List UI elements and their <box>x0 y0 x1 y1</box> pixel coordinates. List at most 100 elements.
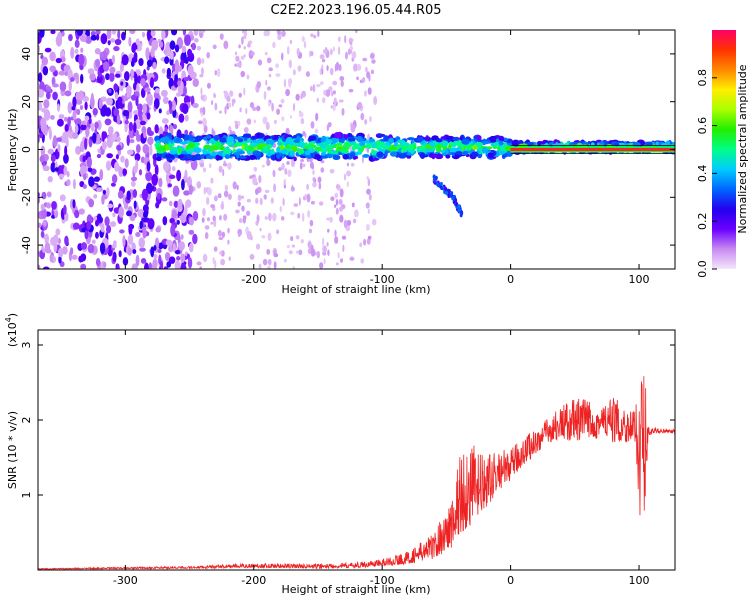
spectrogram-cell <box>238 44 241 49</box>
spectrogram-cell <box>111 174 118 184</box>
spectrogram-cell <box>282 197 285 206</box>
spectrogram-cell <box>326 124 330 132</box>
spectrogram-cell <box>273 253 279 258</box>
spectrogram-cell <box>228 102 232 108</box>
spectrogram-cell <box>116 144 122 151</box>
spectrogram-cell <box>176 137 180 143</box>
spectrogram-cell <box>304 193 308 200</box>
spectrogram-cell <box>498 140 504 146</box>
spectrogram-cell <box>310 200 315 205</box>
spectrogram-cell <box>99 51 104 58</box>
spectrogram-cell <box>210 177 214 184</box>
spectrogram-cell <box>355 135 363 142</box>
spectrogram-cell <box>139 247 146 252</box>
spectrogram-cell <box>152 258 158 269</box>
spectrogram-cell <box>203 125 208 133</box>
spectrogram-cell <box>120 155 125 163</box>
spectrogram-cell <box>174 260 181 269</box>
spectrogram-cell <box>118 250 122 258</box>
snr-x-ticks: -300 -200 -100 0 100 <box>113 330 650 587</box>
spectrogram-cell <box>44 47 52 53</box>
spectrogram-cell <box>339 214 344 223</box>
spectrogram-cell <box>109 221 117 227</box>
spectrogram-cell <box>174 249 181 255</box>
spectrogram-cell <box>314 128 319 134</box>
snr-series-line <box>38 376 675 570</box>
spectrogram-cell <box>97 148 101 154</box>
spectrogram-cell <box>275 73 281 77</box>
spectrogram-cell <box>138 169 143 176</box>
spectrogram-cell <box>202 167 207 173</box>
spectrogram-cell <box>168 142 173 148</box>
spectrogram-cell <box>58 114 65 119</box>
spectrogram-cell <box>268 67 273 72</box>
spectrogram-cell <box>319 54 325 60</box>
spectrogram-cell <box>238 92 242 98</box>
spectrogram-cell <box>113 108 120 117</box>
spectrogram-cell <box>206 217 211 222</box>
colorbar-label: Normalized spectral amplitude <box>736 64 749 233</box>
spectrogram-cell <box>272 41 276 49</box>
spectrogram-cell <box>79 105 83 110</box>
spectrogram-cell <box>428 141 436 147</box>
spectrogram-cell <box>314 153 321 159</box>
spectrogram-cell <box>310 33 314 38</box>
spectrogram-cell <box>232 181 237 190</box>
spectrogram-cell <box>298 197 301 206</box>
spectrogram-cell <box>137 108 143 119</box>
spectrogram-cell <box>80 242 88 250</box>
spectrogram-cell <box>161 197 168 202</box>
spectrogram-cell <box>45 248 52 254</box>
spectrogram-cell <box>195 135 204 141</box>
spectrogram-cell <box>129 214 136 222</box>
spectrogram-cell <box>127 247 132 256</box>
spectrogram-cell <box>163 266 169 269</box>
spectrogram-cell <box>254 188 259 195</box>
spectrogram-cell <box>457 204 461 209</box>
spectrogram-cell <box>253 166 258 172</box>
spectrogram-cell <box>335 184 341 190</box>
spectrogram-cell <box>402 145 408 151</box>
spectrogram-cell <box>43 99 50 109</box>
spectrogram-cell <box>277 141 282 146</box>
spectrogram-cell <box>203 186 207 195</box>
spectrogram-cell <box>267 265 271 269</box>
spectrogram-cell <box>42 219 47 227</box>
spectrogram-cell <box>181 178 185 191</box>
spectrogram-cell <box>92 132 97 144</box>
spectrogram-cell <box>249 253 255 260</box>
spectrogram-cell <box>416 136 425 142</box>
spectrogram-cell <box>122 109 130 117</box>
spectrogram-cell <box>158 177 163 188</box>
colorbar-tick-label: 0.2 <box>696 212 709 230</box>
spectrogram-cell <box>229 90 232 94</box>
spectrogram-cell <box>256 138 265 145</box>
spectrogram-cell <box>295 235 300 240</box>
spectrogram-cell <box>275 229 280 235</box>
spectrogram-cell <box>312 181 317 188</box>
spectrogram-cell <box>363 238 367 246</box>
spectrogram-cell <box>280 52 284 61</box>
spectrogram-cell <box>172 63 176 72</box>
spectrogram-cell <box>332 80 338 86</box>
spectrogram-cell <box>295 138 301 144</box>
spectrogram-cell <box>349 41 353 46</box>
spectrogram-cell <box>368 193 372 201</box>
spectrogram-cell <box>164 251 171 262</box>
spectrogram-cell <box>258 263 262 269</box>
spectrogram-cell <box>288 59 293 69</box>
spectrogram-cell <box>347 137 356 142</box>
colorbar: 0.0 0.2 0.4 0.6 0.8 Normalized spectral ampl… <box>696 30 749 278</box>
spectrogram-cell <box>278 104 283 108</box>
spectrogram-cell <box>263 145 268 151</box>
spectrogram-cell <box>366 238 371 245</box>
spectrogram-cell <box>276 146 281 153</box>
spectrogram-cell <box>223 190 229 198</box>
spectrogram-cell <box>116 114 121 125</box>
spectrogram-cell <box>88 117 92 125</box>
spectrogram-cell <box>172 185 180 197</box>
spectrogram-cell <box>177 154 185 159</box>
spectrogram-cell <box>147 136 154 146</box>
spectrogram-cell <box>202 149 208 155</box>
